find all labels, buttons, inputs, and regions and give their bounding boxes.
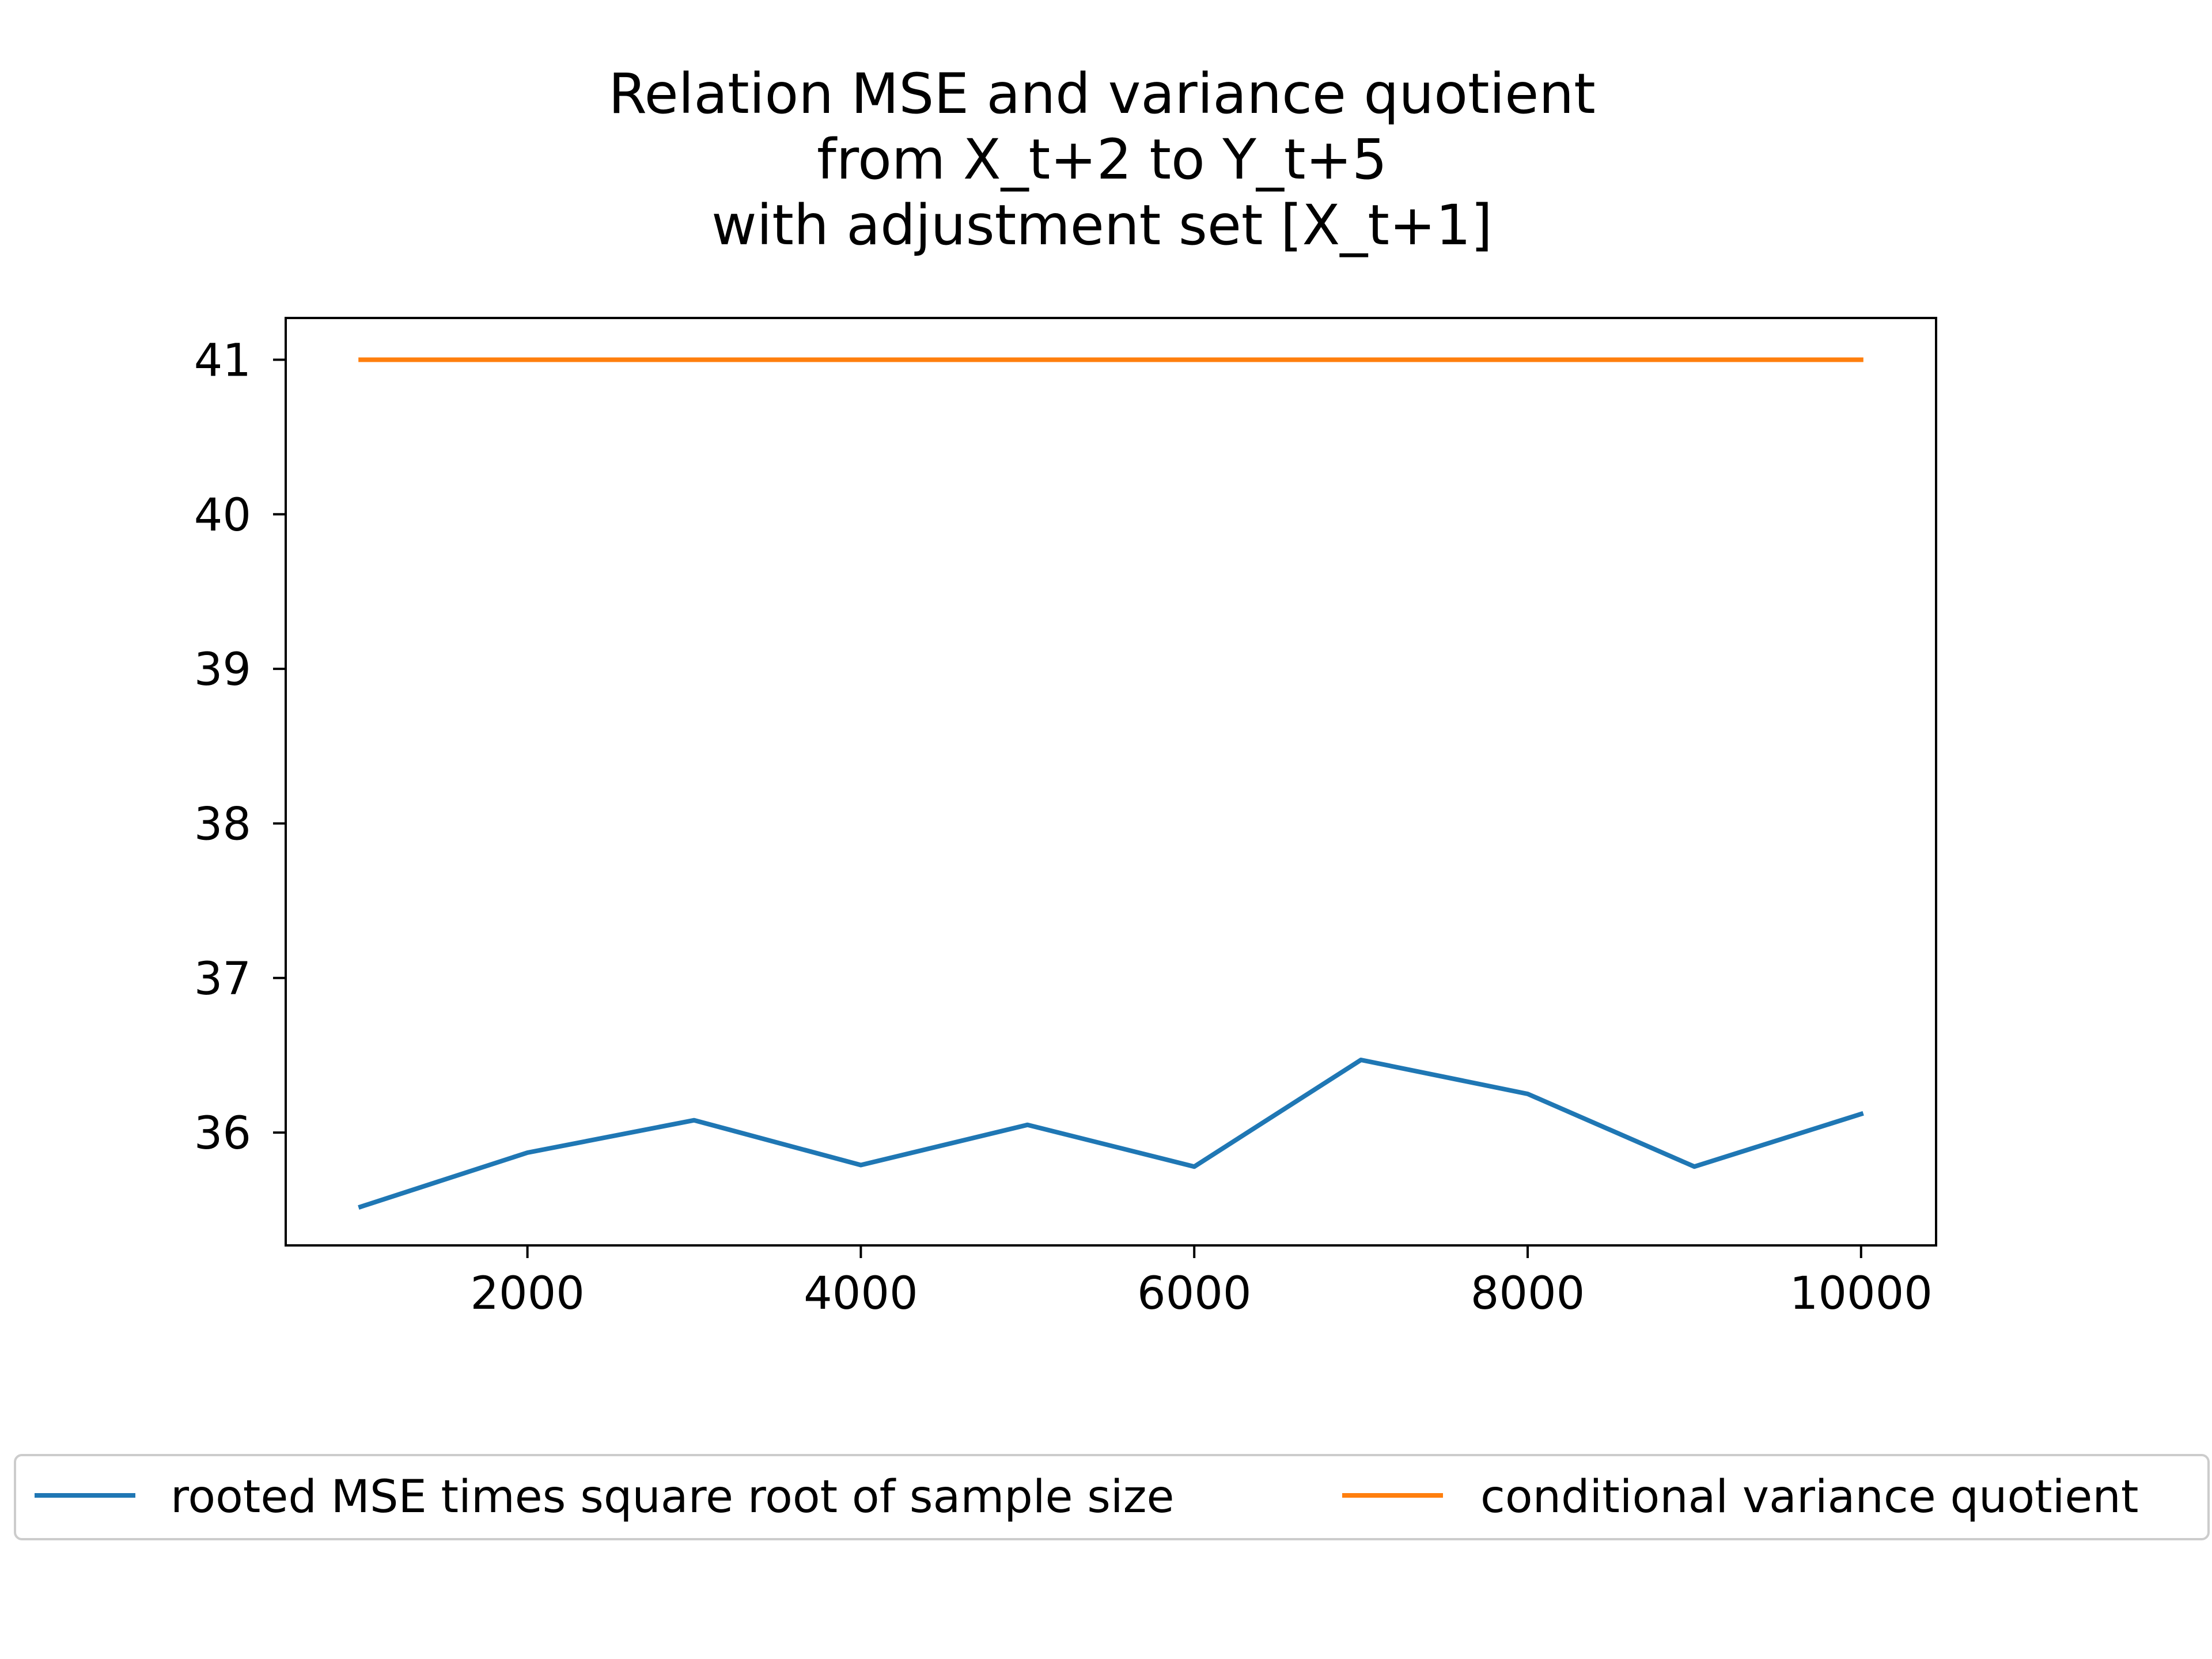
chart-title: Relation MSE and variance quotient from … bbox=[608, 62, 1596, 257]
x-tick-label-4: 10000 bbox=[1790, 1268, 1933, 1320]
legend-label-rooted-mse: rooted MSE times square root of sample s… bbox=[171, 1471, 1175, 1523]
series-lines bbox=[358, 357, 1864, 1210]
y-tick-label-3: 39 bbox=[194, 644, 251, 696]
title-line-2: from X_t+2 to Y_t+5 bbox=[817, 127, 1387, 192]
plot-area-frame bbox=[285, 317, 1937, 1247]
y-tick-label-5: 41 bbox=[194, 335, 251, 387]
legend-box bbox=[14, 1454, 2210, 1540]
y-axis-ticks: 36 37 38 39 40 41 bbox=[194, 335, 286, 1160]
x-tick-label-1: 4000 bbox=[804, 1268, 918, 1320]
x-tick-label-3: 8000 bbox=[1471, 1268, 1585, 1320]
y-tick-label-1: 37 bbox=[194, 953, 251, 1005]
legend-label-variance-quotient: conditional variance quotient bbox=[1480, 1471, 2138, 1523]
legend: rooted MSE times square root of sample s… bbox=[14, 1454, 2210, 1540]
x-axis-ticks: 2000 4000 6000 8000 10000 bbox=[470, 1245, 1933, 1320]
x-tick-label-2: 6000 bbox=[1137, 1268, 1252, 1320]
title-line-3: with adjustment set [X_t+1] bbox=[711, 193, 1493, 257]
x-tick-label-0: 2000 bbox=[470, 1268, 585, 1320]
series-line-0 bbox=[358, 1058, 1864, 1210]
y-tick-label-0: 36 bbox=[194, 1108, 251, 1160]
y-tick-label-2: 38 bbox=[194, 798, 251, 850]
title-line-1: Relation MSE and variance quotient bbox=[608, 62, 1596, 126]
y-tick-label-4: 40 bbox=[194, 490, 251, 541]
